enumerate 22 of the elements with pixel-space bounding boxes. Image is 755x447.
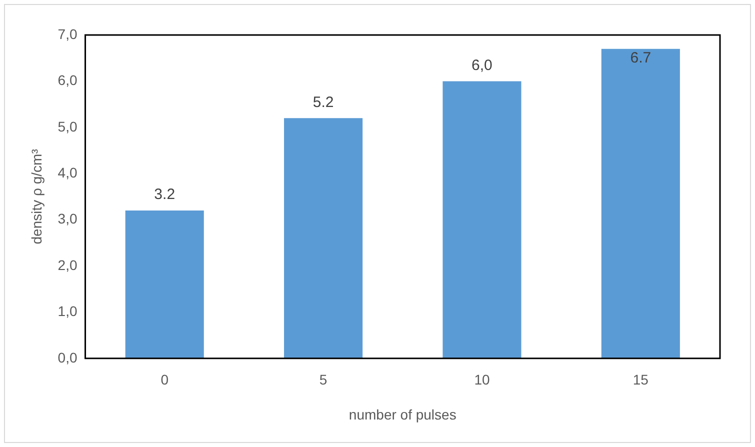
data-label: 5.2	[312, 94, 334, 111]
x-tick-label: 15	[632, 372, 649, 388]
data-label: 6.7	[630, 50, 652, 66]
y-tick-label: 6,0	[58, 72, 78, 88]
y-tick-label: 2,0	[58, 256, 78, 273]
bar	[284, 118, 363, 358]
bar	[125, 210, 204, 358]
data-label: 6,0	[472, 56, 492, 74]
y-tick-label: 0,0	[58, 349, 78, 366]
x-tick-label: 10	[474, 372, 490, 388]
x-axis-title: number of pulses	[348, 406, 456, 422]
bar	[601, 48, 680, 358]
y-tick-label: 1,0	[58, 303, 78, 320]
x-tick-label: 0	[160, 372, 169, 388]
bar	[442, 81, 522, 358]
y-tick-label: 4,0	[58, 164, 78, 180]
y-tick-label: 5,0	[58, 118, 78, 134]
x-tick-label: 5	[319, 372, 328, 388]
y-tick-label: 7,0	[58, 26, 78, 42]
data-label: 3.2	[154, 186, 176, 204]
y-axis-title: density ρ g/cm³	[28, 148, 44, 244]
y-tick-label: 3,0	[58, 210, 78, 227]
